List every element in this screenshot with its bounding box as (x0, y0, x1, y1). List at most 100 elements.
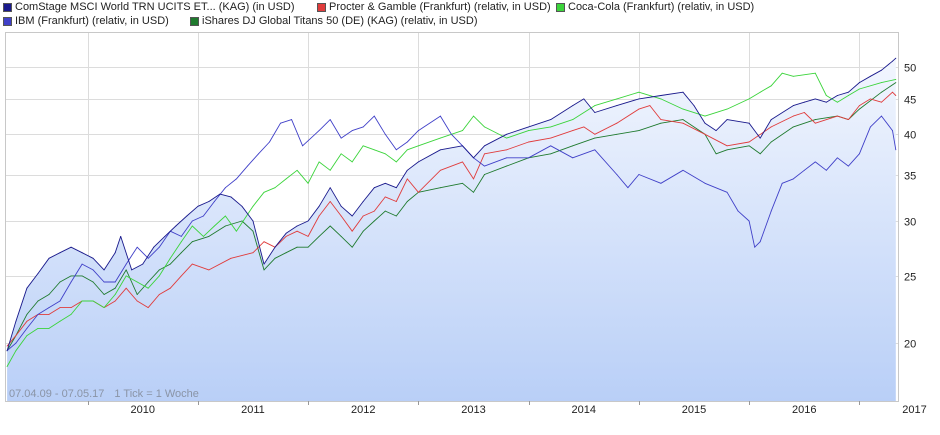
data-point (373, 115, 375, 117)
data-point (26, 320, 28, 322)
y-axis: 20 25 30 35 40 45 50 (904, 63, 916, 351)
data-point (506, 133, 508, 135)
data-point (682, 91, 684, 93)
data-point (318, 205, 320, 207)
data-point (114, 300, 116, 302)
data-point (125, 269, 127, 271)
data-point (881, 115, 882, 117)
legend-item-coca-cola[interactable]: Coca-Cola (Frankfurt) (relativ, in USD) (556, 1, 754, 14)
data-point (296, 225, 298, 227)
legend-label-ishares: iShares DJ Global Titans 50 (DE) (KAG) (… (202, 15, 478, 27)
data-point (616, 133, 618, 135)
legend-item-comstage[interactable]: ComStage MSCI World TRN UCITS ET... (KAG… (3, 1, 295, 14)
data-point (362, 215, 364, 217)
data-point (241, 220, 243, 222)
data-point (296, 246, 298, 248)
y-tick-label: 40 (904, 130, 916, 142)
data-point (462, 161, 463, 163)
series-lines (6, 57, 897, 367)
data-point (892, 130, 893, 132)
data-point (263, 241, 265, 243)
data-point (235, 178, 237, 180)
data-point (351, 230, 353, 232)
data-point (114, 294, 116, 295)
data-point (274, 187, 276, 189)
data-point (26, 327, 28, 329)
data-point (92, 257, 94, 259)
data-point (847, 95, 849, 96)
data-point (417, 130, 419, 132)
x-tick-label: 2014 (572, 404, 596, 416)
data-point (269, 141, 270, 143)
data-point (147, 257, 149, 259)
legend-item-ishares[interactable]: iShares DJ Global Titans 50 (DE) (KAG) (… (190, 15, 477, 28)
data-point (285, 232, 287, 234)
y-tick-label: 35 (904, 171, 916, 183)
legend-swatch-comstage (3, 3, 12, 12)
x-tick-label: 2012 (351, 404, 375, 416)
data-point (252, 230, 254, 232)
data-point (125, 263, 127, 265)
data-point (395, 201, 397, 202)
data-point (895, 95, 897, 96)
data-point (770, 119, 772, 121)
y-tick-label: 45 (904, 95, 916, 107)
data-point (15, 342, 17, 344)
legend-swatch-ibm (3, 17, 12, 26)
data-point (329, 225, 331, 227)
data-point (37, 313, 39, 315)
data-point (291, 119, 293, 121)
data-point (836, 95, 838, 96)
data-point (395, 215, 397, 217)
data-point (70, 281, 72, 283)
data-point (59, 320, 61, 322)
data-point (869, 126, 871, 128)
data-point (136, 300, 138, 302)
data-point (792, 75, 794, 77)
data-point (131, 269, 133, 271)
data-point (682, 119, 684, 121)
data-point (59, 281, 61, 283)
data-point (114, 281, 116, 283)
data-point (814, 98, 816, 100)
data-point (869, 98, 871, 100)
data-point (638, 98, 640, 100)
data-point (748, 220, 750, 222)
data-point (825, 101, 827, 103)
data-point (362, 230, 364, 232)
data-point (759, 153, 761, 155)
data-point (48, 313, 50, 315)
data-point (351, 215, 353, 217)
data-point (406, 149, 408, 151)
data-point (704, 182, 706, 184)
data-point (296, 230, 298, 232)
legend-label-procter-gamble: Procter & Gamble (Frankfurt) (relativ, i… (329, 1, 551, 13)
data-point (329, 187, 331, 189)
data-point (462, 182, 463, 184)
data-point (616, 98, 618, 100)
data-point (594, 149, 596, 151)
data-point (627, 187, 629, 189)
data-point (803, 101, 805, 103)
y-tick-label: 25 (904, 272, 916, 284)
data-point (417, 191, 419, 193)
legend-item-ibm[interactable]: IBM (Frankfurt) (relativ, in USD) (3, 15, 169, 28)
data-point (825, 95, 827, 96)
data-point (329, 169, 331, 171)
data-point (147, 281, 149, 283)
legend-item-procter-gamble[interactable]: Procter & Gamble (Frankfurt) (relativ, i… (317, 1, 551, 14)
data-point (6, 350, 8, 352)
data-point (37, 327, 39, 329)
data-point (572, 157, 574, 159)
data-point (329, 201, 331, 202)
data-point (81, 300, 83, 302)
data-point (594, 112, 596, 113)
data-point (781, 182, 783, 184)
data-point (351, 161, 353, 163)
data-point (550, 145, 552, 147)
data-point (373, 220, 375, 222)
data-point (191, 220, 193, 222)
data-point (147, 307, 149, 309)
data-point (847, 119, 849, 121)
data-point (825, 169, 827, 171)
